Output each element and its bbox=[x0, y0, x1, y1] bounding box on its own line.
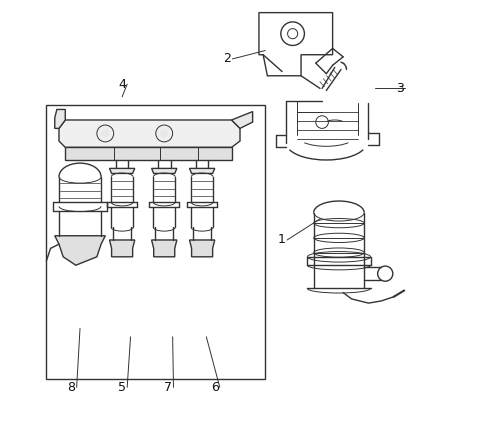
Polygon shape bbox=[55, 109, 65, 128]
Polygon shape bbox=[231, 112, 252, 128]
Polygon shape bbox=[190, 168, 215, 173]
Polygon shape bbox=[152, 168, 177, 173]
Text: 8: 8 bbox=[68, 381, 75, 394]
Circle shape bbox=[101, 129, 109, 138]
Bar bbox=[47, 105, 265, 379]
Text: 3: 3 bbox=[396, 82, 404, 95]
Polygon shape bbox=[109, 240, 135, 257]
Polygon shape bbox=[109, 168, 135, 173]
Text: 2: 2 bbox=[223, 53, 231, 65]
Text: 7: 7 bbox=[165, 381, 172, 394]
Polygon shape bbox=[55, 236, 105, 265]
Polygon shape bbox=[65, 147, 231, 160]
Circle shape bbox=[160, 129, 168, 138]
Text: 5: 5 bbox=[118, 381, 126, 394]
Polygon shape bbox=[152, 240, 177, 257]
Polygon shape bbox=[59, 120, 240, 147]
Polygon shape bbox=[190, 240, 215, 257]
Text: 6: 6 bbox=[211, 381, 219, 394]
Text: 4: 4 bbox=[118, 78, 126, 91]
Text: 1: 1 bbox=[278, 234, 286, 246]
